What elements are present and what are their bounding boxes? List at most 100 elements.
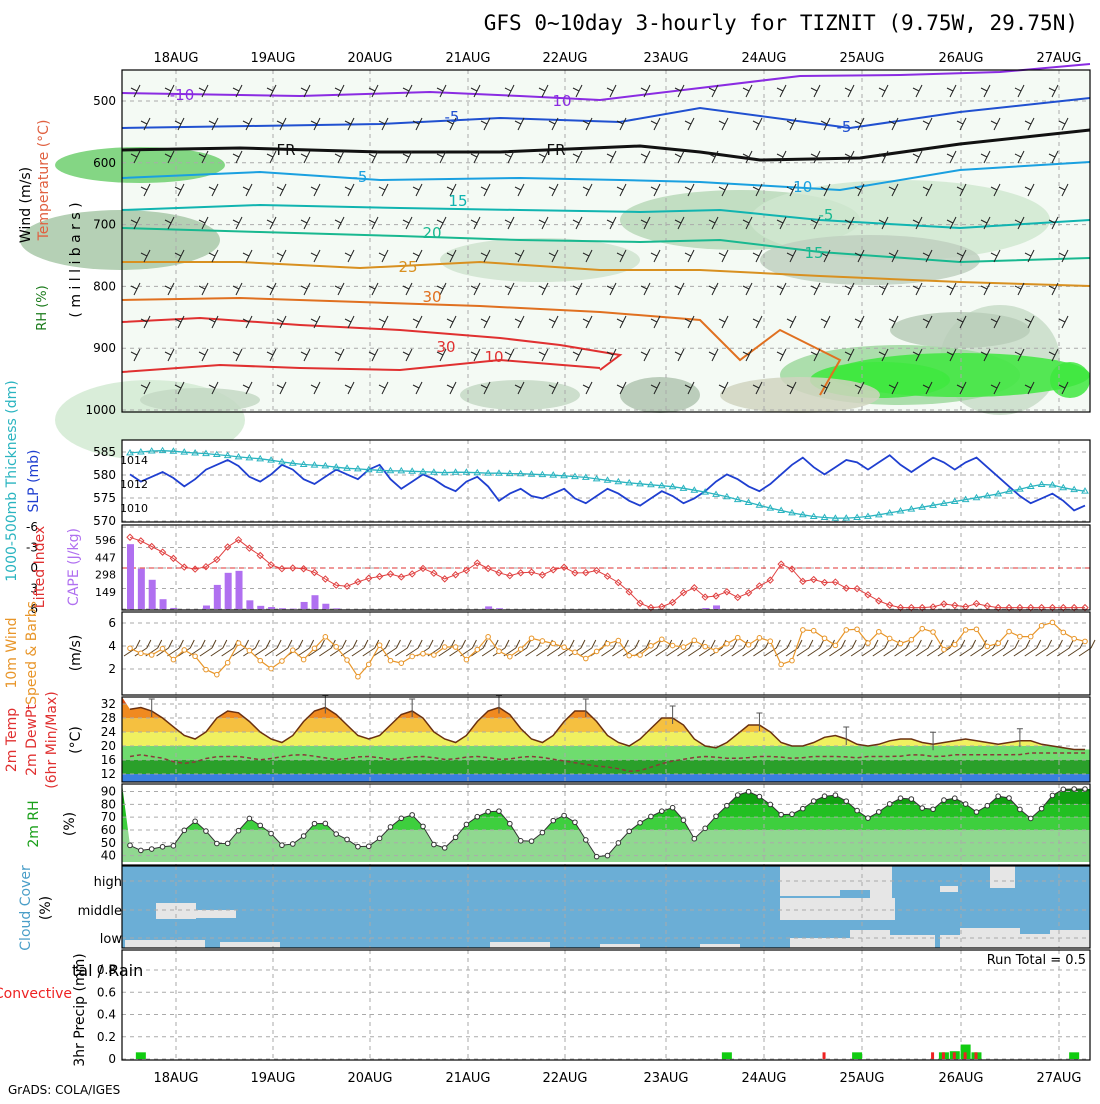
cape-bar <box>311 595 318 609</box>
precip-convective-bar <box>953 1052 956 1059</box>
wind-speed-marker <box>985 644 990 649</box>
rh-shading <box>440 238 640 282</box>
wind-ylabel-2: Speed & Barbs <box>24 601 40 705</box>
rh-marker <box>866 816 871 821</box>
rh-marker <box>1007 796 1012 801</box>
wind-speed-marker <box>182 648 187 653</box>
wind-speed-marker <box>866 641 871 646</box>
wind-speed-marker <box>735 635 740 640</box>
cape-tick: 596 <box>95 534 116 547</box>
precip-convective-bar <box>942 1052 945 1059</box>
pressure-tick: 900 <box>93 341 116 355</box>
rh-marker <box>681 818 686 823</box>
rh-ylabel-unit: (%) <box>62 812 78 836</box>
wind-speed-marker <box>931 630 936 635</box>
wind-speed-marker <box>811 628 816 633</box>
rh-marker <box>670 805 675 810</box>
date-label-top: 25AUG <box>839 51 884 66</box>
wind-speed-marker <box>128 646 133 651</box>
rh-marker <box>269 831 274 836</box>
cloud-fill <box>196 910 236 918</box>
wind-speed-marker <box>877 629 882 634</box>
rh-marker <box>377 836 382 841</box>
cape-bar <box>203 606 210 609</box>
rh-marker <box>725 803 730 808</box>
wind-speed-marker <box>649 643 654 648</box>
cape-bar <box>225 573 232 609</box>
rh-marker <box>182 828 187 833</box>
wind-speed-marker <box>898 641 903 646</box>
rh-marker <box>735 793 740 798</box>
wind-speed-marker <box>149 653 154 658</box>
wind-speed-marker <box>247 648 252 653</box>
cape-bar <box>214 585 221 609</box>
wind-speed-marker <box>670 643 675 648</box>
wind-speed-marker <box>290 648 295 653</box>
contour-label: 10 <box>552 92 571 110</box>
slp-tick: 1014 <box>120 454 148 467</box>
wind-tick: 6 <box>108 616 116 630</box>
wind-speed-marker <box>692 638 697 643</box>
precip-ylabel-3: 3hr Precip (mm) <box>72 953 88 1066</box>
temp-tick: 12 <box>101 767 116 781</box>
wind-speed-marker <box>909 637 914 642</box>
rh-marker <box>627 829 632 834</box>
wind-speed-marker <box>790 658 795 663</box>
rh-marker <box>996 794 1001 799</box>
wind-speed-marker <box>616 638 621 643</box>
date-label-bottom: 21AUG <box>445 1071 490 1086</box>
rh-marker <box>366 844 371 849</box>
precip-convective-bar <box>931 1052 934 1059</box>
wind-speed-marker <box>377 643 382 648</box>
rh-marker <box>931 807 936 812</box>
slp-tick: 1012 <box>120 478 148 491</box>
cape-bar <box>246 600 253 609</box>
rh-marker <box>356 844 361 849</box>
wind-speed-marker <box>193 654 198 659</box>
precip-panel-bg <box>122 950 1090 1060</box>
wind-speed-marker <box>1061 630 1066 635</box>
cape-bar <box>149 580 156 609</box>
wind-speed-marker <box>486 635 491 640</box>
rh-marker <box>811 799 816 804</box>
cape-bar <box>268 607 275 609</box>
cloud-level-label: low <box>100 932 123 947</box>
rh-marker <box>345 837 350 842</box>
temp-tick: 16 <box>101 753 116 767</box>
rh-marker <box>334 832 339 837</box>
wind-speed-marker <box>236 641 241 646</box>
date-label-bottom: 24AUG <box>741 1071 786 1086</box>
upper-ylabel-rh: RH (%) <box>35 285 50 330</box>
wind-speed-marker <box>366 662 371 667</box>
cloud-fill <box>990 866 1015 888</box>
wind-speed-marker <box>746 642 751 647</box>
date-label-top: 24AUG <box>741 51 786 66</box>
temp-ylabel-2: 2m DewPt <box>24 704 40 776</box>
wind-speed-marker <box>540 639 545 644</box>
wind-speed-marker <box>312 646 317 651</box>
slp-ylabel-slp: SLP (mb) <box>26 449 42 512</box>
rh-marker <box>562 813 567 818</box>
date-label-bottom: 26AUG <box>938 1071 983 1086</box>
cape-bar <box>257 606 264 609</box>
upper-ylabel-wind: Wind (m/s) <box>18 167 34 243</box>
contour-label: 15 <box>448 192 467 210</box>
rh-marker <box>247 816 252 821</box>
wind-tick: 4 <box>108 639 116 653</box>
rh-marker <box>779 812 784 817</box>
cloud-fill <box>1020 934 1050 948</box>
precip-total-bar <box>722 1052 732 1059</box>
rh-marker <box>887 802 892 807</box>
contour-label: 15 <box>804 244 823 262</box>
rh-marker <box>1061 787 1066 792</box>
rh-marker <box>855 808 860 813</box>
cape-bar <box>485 606 492 609</box>
wind-speed-marker <box>139 651 144 656</box>
wind-speed-marker <box>681 645 686 650</box>
cape-tick: 447 <box>95 551 116 564</box>
cape-bar <box>160 599 167 609</box>
wind-speed-marker <box>388 658 393 663</box>
wind-speed-marker <box>421 651 426 656</box>
rh-marker <box>801 806 806 811</box>
